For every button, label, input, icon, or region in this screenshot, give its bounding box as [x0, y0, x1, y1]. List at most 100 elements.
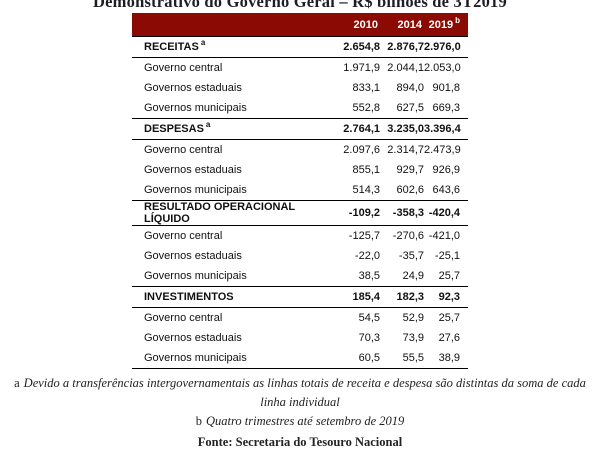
cell-2014: -270,6	[392, 230, 424, 242]
cell-2019: 2.976,0	[424, 36, 468, 58]
cell-2014: 602,6	[396, 184, 424, 196]
cell-2014: 627,5	[396, 102, 424, 114]
section-sup: a	[205, 120, 211, 130]
cell-2014: -35,7	[398, 250, 424, 262]
cell-2010: 60,5	[324, 348, 380, 369]
table-header-row: 2010 2014 2019 b	[132, 13, 468, 37]
row-label: Governos municipais	[132, 348, 324, 369]
cell-2010: -125,7	[348, 230, 380, 242]
page-title: Demonstrativo do Governo Geral – R$ bilh…	[93, 0, 507, 11]
section-label: INVESTIMENTOS	[144, 291, 234, 303]
cell-2019: 3.396,4	[424, 118, 468, 140]
row-label: Governos municipais	[144, 102, 247, 114]
cell-2014: 24,9	[402, 270, 424, 282]
cell-2010: 38,5	[358, 270, 380, 282]
cell-2010: -109,2	[324, 200, 380, 226]
data-row: Governo central 54,5 52,9 25,7	[132, 308, 468, 329]
column-header-label: 2010	[353, 18, 378, 31]
cell-2019: 901,8	[432, 82, 460, 94]
row-label: Governos municipais	[144, 184, 247, 196]
cell-2010: 855,1	[352, 164, 380, 176]
section-label: DESPESAS	[144, 123, 204, 135]
source-line: Fonte: Secretaria do Tesouro Nacional	[197, 435, 403, 449]
row-label: Governo central	[144, 62, 223, 74]
cell-2010: 514,3	[352, 184, 380, 196]
footnote-a: a Devido a transferências intergovernamen…	[8, 374, 592, 412]
cell-2019: 669,3	[432, 102, 460, 114]
section-sup: a	[200, 38, 206, 48]
section-label: RECEITAS	[144, 41, 199, 53]
data-row: Governos municipais 552,8 627,5 669,3	[132, 98, 468, 119]
cell-2010: 70,3	[358, 332, 380, 344]
data-row: Governos estaduais -22,0 -35,7 -25,1	[132, 246, 468, 266]
row-label: Governo central	[144, 312, 223, 324]
table-container: 2010 2014 2019 b RECEITAS a 2.654,8 2.876,…	[132, 13, 468, 369]
cell-2010: 185,4	[324, 286, 380, 308]
row-label: Governos estaduais	[144, 164, 242, 176]
data-row: Governos municipais 514,3 602,6 643,6	[132, 180, 468, 201]
cell-2010: 2.654,8	[324, 36, 380, 58]
footnotes: a Devido a transferências intergovernamen…	[0, 374, 600, 450]
row-label: Governo central	[144, 230, 223, 242]
data-row: Governos estaduais 833,1 894,0 901,8	[132, 78, 468, 98]
cell-2019: -25,1	[434, 250, 460, 262]
section-header-row-despesas: DESPESAS a 2.764,1 3.235,0 3.396,4	[132, 118, 468, 140]
data-row: Governos estaduais 70,3 73,9 27,6	[132, 328, 468, 348]
row-label: Governos municipais	[144, 270, 247, 282]
data-row: Governo central -125,7 -270,6 -421,0	[132, 226, 468, 247]
cell-2014: 55,5	[380, 348, 424, 369]
cell-2014: 73,9	[402, 332, 424, 344]
data-row: Governos estaduais 855,1 929,7 926,9	[132, 160, 468, 180]
footnote-b-text: Quatro trimestres até setembro de 2019	[206, 414, 405, 428]
cell-2019: 25,7	[438, 270, 460, 282]
footnote-b: b Quatro trimestres até setembro de 2019	[8, 412, 592, 431]
cell-2019: 643,6	[432, 184, 460, 196]
footnote-b-marker: b	[195, 414, 202, 428]
cell-2010: 1.971,9	[343, 62, 380, 74]
cell-2019: -420,4	[424, 200, 468, 226]
cell-2010: 2.764,1	[324, 118, 380, 140]
cell-2019: -421,0	[428, 230, 460, 242]
column-header-2010: 2010	[324, 13, 380, 37]
data-row: Governo central 1.971,9 2.044,1 2.053,0	[132, 58, 468, 79]
cell-2010: 552,8	[352, 102, 380, 114]
row-label: Governo central	[144, 144, 223, 156]
cell-2019: 92,3	[424, 286, 468, 308]
column-header-label: 2019	[428, 18, 454, 31]
cell-2014: -358,3	[380, 200, 424, 226]
data-row: Governos municipais 60,5 55,5 38,9	[132, 348, 468, 369]
row-label: Governos estaduais	[144, 82, 242, 94]
section-header-row-resultado: RESULTADO OPERACIONAL LÍQUIDO -109,2 -35…	[132, 200, 468, 226]
cell-2019: 2.473,9	[424, 144, 461, 156]
footnote-a-marker: a	[14, 376, 20, 390]
cell-2010: 54,5	[358, 312, 380, 324]
row-label: Governos estaduais	[144, 250, 242, 262]
column-header-2019: 2019 b	[424, 13, 468, 37]
cell-2019: 38,9	[424, 348, 468, 369]
data-row: Governos municipais 38,5 24,9 25,7	[132, 266, 468, 287]
section-label: RESULTADO OPERACIONAL LÍQUIDO	[144, 201, 295, 225]
cell-2014: 2.314,7	[387, 144, 424, 156]
cell-2014: 894,0	[396, 82, 424, 94]
cell-2010: 2.097,6	[343, 144, 380, 156]
cell-2014: 3.235,0	[380, 118, 424, 140]
cell-2019: 926,9	[432, 164, 460, 176]
cell-2019: 25,7	[438, 312, 460, 324]
column-header-label: 2014	[397, 18, 422, 31]
section-header-row-receitas: RECEITAS a 2.654,8 2.876,7 2.976,0	[132, 36, 468, 58]
cell-2019: 2.053,0	[424, 62, 461, 74]
column-header-sup: b	[455, 15, 460, 25]
section-header-row-investimentos: INVESTIMENTOS 185,4 182,3 92,3	[132, 286, 468, 308]
footnote-a-text: Devido a transferências intergovernament…	[23, 376, 586, 409]
report-table: 2010 2014 2019 b RECEITAS a 2.654,8 2.876,…	[132, 13, 468, 369]
cell-2019: 27,6	[438, 332, 460, 344]
column-header-empty	[132, 13, 324, 37]
cell-2010: 833,1	[352, 82, 380, 94]
column-header-2014: 2014	[380, 13, 424, 37]
row-label: Governos estaduais	[144, 332, 242, 344]
cell-2014: 52,9	[402, 312, 424, 324]
cell-2014: 2.876,7	[380, 36, 424, 58]
cell-2014: 2.044,1	[387, 62, 424, 74]
cell-2010: -22,0	[354, 250, 380, 262]
